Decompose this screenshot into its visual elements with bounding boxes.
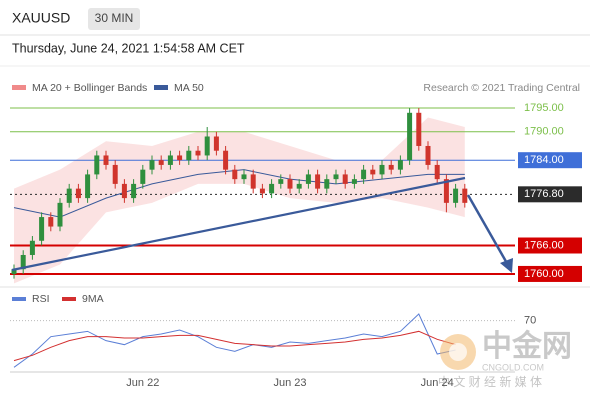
candle-body <box>315 174 321 189</box>
candle-body <box>361 169 367 180</box>
candle-body <box>48 217 54 227</box>
watermark-site: CNGOLD.COM <box>482 362 544 372</box>
candle-body <box>425 145 431 165</box>
price-label-box <box>518 237 582 254</box>
candle-body <box>75 188 81 199</box>
rsi-line <box>13 330 456 362</box>
price-label: 1795.00 <box>524 102 564 114</box>
candle-body <box>213 136 219 151</box>
watermark-logo <box>449 343 467 361</box>
legend-swatch <box>12 85 26 90</box>
candle-body <box>66 188 72 203</box>
candle-body <box>39 217 45 241</box>
legend-label: MA 50 <box>174 82 204 94</box>
price-label: 1784.00 <box>524 154 564 166</box>
candle-body <box>85 174 91 199</box>
candle-body <box>351 179 357 184</box>
candle-body <box>167 155 173 165</box>
candle-body <box>342 174 348 184</box>
candle-body <box>250 174 256 189</box>
watermark-brand: 中金网 <box>482 329 572 363</box>
legend-swatch <box>154 85 168 90</box>
legend-label: MA 20 + Bollinger Bands <box>32 82 147 94</box>
candle-body <box>204 136 210 156</box>
price-label-box <box>518 186 582 203</box>
legend-label: 9MA <box>82 293 104 305</box>
price-label-box <box>518 152 582 169</box>
candle-body <box>388 164 394 170</box>
candle-body <box>278 179 284 184</box>
legend-swatch <box>12 297 26 301</box>
candle-body <box>112 164 118 184</box>
candle-body <box>305 174 311 184</box>
price-chart: 1795.00 1790.00 1784.00 1776.80 1766.00 1760.… <box>10 102 582 284</box>
candle-body <box>416 112 422 146</box>
forecast-arrow <box>466 194 510 266</box>
rsi-chart: 70 <box>10 313 536 368</box>
timeframe: 30 MIN <box>95 11 134 25</box>
candle-body <box>324 179 330 189</box>
candle-body <box>20 254 26 270</box>
candle-body <box>241 174 247 180</box>
candle-body <box>103 155 109 165</box>
timeframe-badge[interactable] <box>88 8 140 30</box>
candle-body <box>11 269 17 274</box>
candle-body <box>131 183 137 199</box>
symbol: XAUUSD <box>12 10 70 26</box>
candle-body <box>379 164 385 175</box>
candle-body <box>29 240 35 255</box>
candle-body <box>370 169 376 175</box>
candle-body <box>397 160 403 170</box>
candle-body <box>186 150 192 161</box>
x-tick-label: Jun 23 <box>273 377 306 389</box>
price-label: 1776.80 <box>524 188 564 200</box>
trendline <box>11 176 466 272</box>
price-label: 1760.00 <box>524 268 564 280</box>
price-label-box <box>518 265 582 282</box>
candle-body <box>296 183 302 189</box>
candle-body <box>269 183 275 194</box>
legend-swatch <box>62 297 76 301</box>
candle-body <box>94 155 100 175</box>
watermark-tagline: 中 文 财 经 新 媒 体 <box>438 374 542 389</box>
timestamp: Thursday, June 24, 2021 1:54:58 AM CET <box>12 41 245 55</box>
candle-body <box>57 202 63 227</box>
rsi-line <box>13 313 456 368</box>
candle-body <box>407 112 413 161</box>
candle-body <box>232 169 238 180</box>
candle-body <box>287 179 293 189</box>
legend-label: RSI <box>32 293 50 305</box>
candle-body <box>443 179 449 203</box>
candle-body <box>177 155 183 161</box>
price-label: 1766.00 <box>524 239 564 251</box>
candle-body <box>453 188 459 203</box>
candle-body <box>434 164 440 180</box>
y-tick-label: 70 <box>524 315 536 327</box>
candle-body <box>259 188 265 194</box>
price-label: 1790.00 <box>524 126 564 138</box>
candle-body <box>195 150 201 156</box>
x-tick-label: Jun 24 <box>421 377 454 389</box>
credit: Research © 2021 Trading Central <box>423 82 580 94</box>
candle-body <box>462 188 468 203</box>
candle-body <box>121 183 127 199</box>
x-tick-label: Jun 22 <box>126 377 159 389</box>
candle-body <box>149 160 155 170</box>
bollinger-band <box>14 117 465 284</box>
candle-body <box>223 150 229 170</box>
candle-body <box>158 160 164 165</box>
arrow-head <box>500 258 513 273</box>
candle-body <box>140 169 146 184</box>
candle-body <box>333 174 339 180</box>
